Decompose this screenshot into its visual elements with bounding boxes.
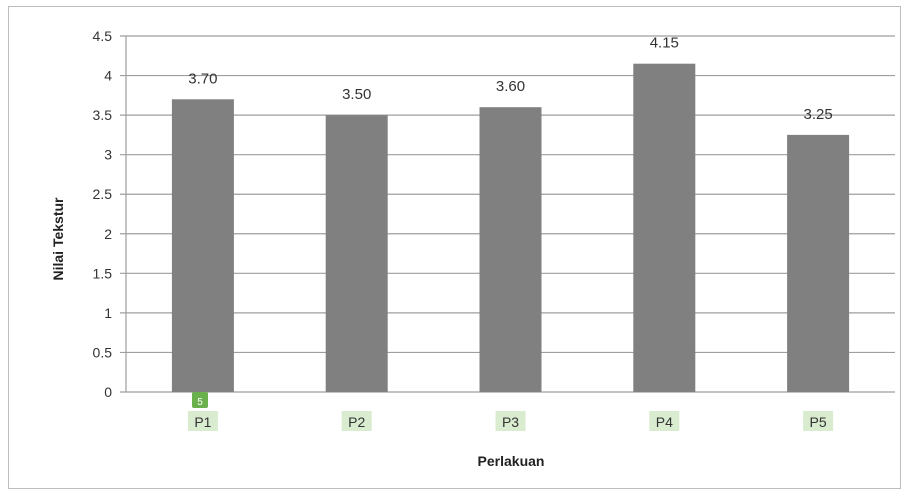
x-category-label: P3: [502, 414, 519, 430]
gridlines: [120, 35, 895, 393]
category-highlight: [187, 411, 218, 431]
bars: [171, 63, 850, 393]
data-label: 3.50: [342, 86, 371, 103]
data-label: 4.15: [650, 35, 679, 52]
x-category-label: P1: [194, 414, 211, 430]
bar-p3: [479, 107, 542, 392]
x-category-label: P4: [656, 414, 673, 430]
bar-p1: [171, 99, 234, 393]
y-tick-label: 4.5: [93, 28, 113, 44]
y-tick-label: 3.5: [93, 107, 113, 123]
y-axis-title: Nilai Tekstur: [50, 197, 66, 281]
category-highlight: [341, 411, 372, 431]
bar-p4: [633, 63, 696, 392]
x-axis-title: Perlakuan: [478, 453, 545, 469]
data-label: 3.25: [803, 106, 832, 123]
page-number-badge: 5: [192, 392, 208, 408]
data-labels: 3.70 3.50 3.60 4.15 3.25: [188, 35, 832, 123]
y-tick-label: 0: [104, 384, 112, 400]
chart-frame: [8, 6, 901, 489]
y-tick-labels: 0 0.5 1 1.5 2 2.5 3 3.5 4 4.5: [93, 28, 113, 400]
y-tick-label: 2: [104, 226, 112, 242]
category-highlight: [495, 411, 526, 431]
data-label: 3.70: [188, 70, 217, 87]
y-tick-label: 2.5: [93, 186, 113, 202]
x-category-label: P2: [348, 414, 365, 430]
x-category-label: P5: [810, 414, 827, 430]
y-tick-label: 0.5: [93, 344, 113, 360]
bar-p2: [325, 115, 388, 392]
bar-p5: [787, 134, 850, 392]
x-category-labels: P1 P2 P3 P4 P5: [187, 411, 834, 431]
y-tick-label: 3: [104, 147, 112, 163]
category-highlight: [649, 411, 680, 431]
y-tick-label: 1: [104, 305, 112, 321]
category-highlight: [803, 411, 834, 431]
data-label: 3.60: [496, 78, 525, 95]
badge-number: 5: [197, 397, 203, 408]
y-tick-label: 4: [104, 68, 112, 84]
y-tick-label: 1.5: [93, 265, 113, 281]
